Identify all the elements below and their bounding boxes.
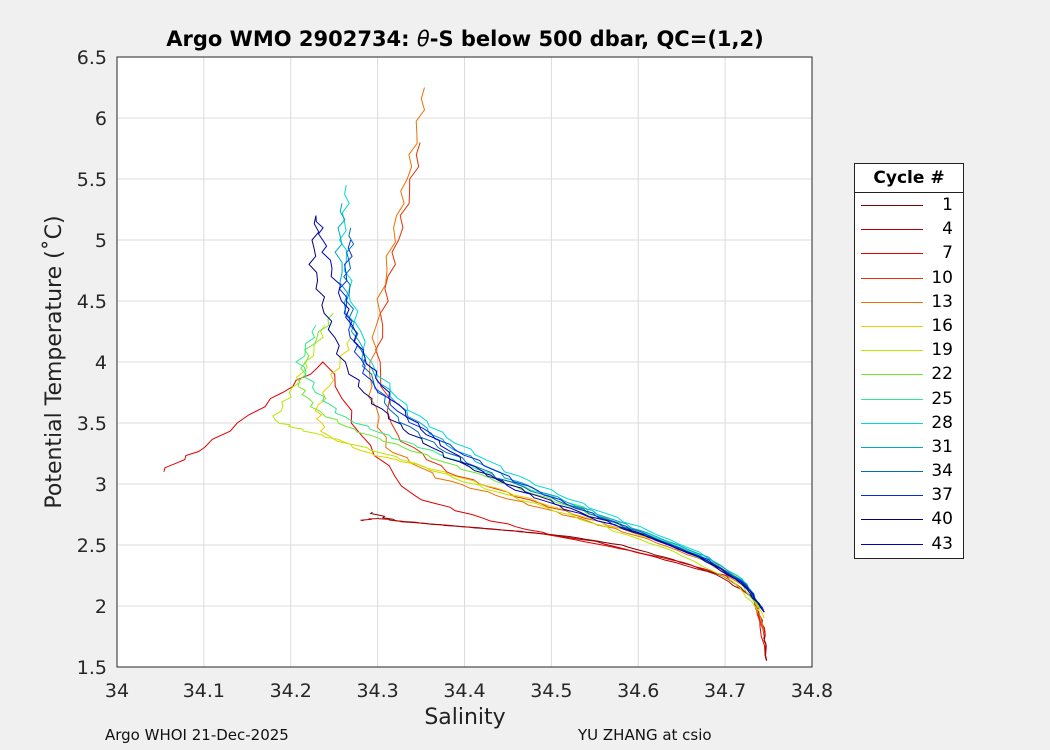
legend-label: 22 <box>931 364 953 385</box>
legend-swatch <box>861 325 923 327</box>
legend-swatch <box>861 350 923 352</box>
legend-item: 19 <box>855 338 963 362</box>
legend-label: 10 <box>931 267 953 288</box>
legend-item: 37 <box>855 483 963 507</box>
legend-label: 25 <box>931 388 953 409</box>
legend-item: 1 <box>855 193 963 217</box>
axes-frame <box>116 56 813 668</box>
legend-label: 4 <box>942 219 953 240</box>
legend-item: 10 <box>855 266 963 290</box>
series-line-cycle-25 <box>295 325 765 613</box>
series-line-cycle-37 <box>338 239 765 613</box>
legend-label: 13 <box>931 291 953 312</box>
legend-swatch <box>861 277 923 279</box>
legend-swatch <box>861 446 923 448</box>
y-tick-label: 5 <box>95 230 107 252</box>
x-tick-label: 34.7 <box>704 680 746 702</box>
series-line-cycle-31 <box>334 203 765 613</box>
legend-swatch <box>861 543 923 545</box>
y-tick-label: 6.5 <box>77 47 107 69</box>
series-group <box>163 87 768 662</box>
series-line-cycle-43 <box>315 215 765 613</box>
x-tick-label: 34.4 <box>443 680 485 702</box>
x-tick-label: 34 <box>105 680 129 702</box>
legend-item: 13 <box>855 290 963 314</box>
legend-item: 40 <box>855 507 963 531</box>
x-tick-label: 34.3 <box>356 680 398 702</box>
x-tick-label: 34.8 <box>791 680 833 702</box>
legend-item: 43 <box>855 532 963 556</box>
legend-swatch <box>861 205 923 206</box>
legend-label: 16 <box>931 315 953 336</box>
legend-item: 22 <box>855 362 963 386</box>
y-tick-label: 3.5 <box>77 413 107 435</box>
legend-label: 31 <box>931 436 953 457</box>
legend-item: 31 <box>855 435 963 459</box>
tick-labels: 34 34.1 34.2 34.3 34.4 34.5 34.6 34.7 34.81.522.… <box>77 47 833 702</box>
x-tick-label: 34.6 <box>617 680 659 702</box>
footer-left: Argo WHOI 21-Dec-2025 <box>105 726 289 744</box>
legend-swatch <box>861 495 923 497</box>
y-tick-label: 6 <box>95 108 107 130</box>
legend-label: 40 <box>931 509 953 530</box>
legend-label: 43 <box>931 533 953 554</box>
legend-item: 25 <box>855 387 963 411</box>
legend-rows: 1 4 7 10 13 16 19 22 25 28 31 34 37 40 43 <box>855 193 963 556</box>
y-tick-label: 1.5 <box>77 657 107 679</box>
legend-swatch <box>861 301 923 303</box>
series-line-cycle-7 <box>163 361 766 655</box>
legend-swatch <box>861 471 923 473</box>
y-tick-label: 4.5 <box>77 291 107 313</box>
legend-label: 34 <box>931 461 953 482</box>
y-tick-label: 4 <box>95 352 107 374</box>
legend-label: 19 <box>931 340 953 361</box>
x-tick-label: 34.2 <box>270 680 312 702</box>
legend-swatch <box>861 398 923 400</box>
series-line-cycle-19 <box>272 325 761 613</box>
y-tick-label: 2.5 <box>77 535 107 557</box>
y-tick-label: 2 <box>95 596 107 618</box>
legend-item: 34 <box>855 459 963 483</box>
legend-label: 37 <box>931 485 953 506</box>
chart-title: Argo WMO 2902734: θ-S below 500 dbar, QC… <box>166 27 763 51</box>
legend-swatch <box>861 229 923 231</box>
legend-item: 4 <box>855 217 963 241</box>
legend-label: 7 <box>942 243 953 264</box>
y-tick-label: 3 <box>95 474 107 496</box>
x-tick-label: 34.1 <box>183 680 225 702</box>
y-axis-label: Potential Temperature (˚C) <box>42 215 67 508</box>
y-tick-label: 5.5 <box>77 169 107 191</box>
legend: Cycle # 1 4 7 10 13 16 19 22 25 28 31 34 37 40 43 <box>854 163 964 559</box>
legend-item: 28 <box>855 411 963 435</box>
legend-label: 1 <box>942 195 953 215</box>
legend-swatch <box>861 519 923 521</box>
legend-swatch <box>861 374 923 376</box>
legend-swatch <box>861 422 923 424</box>
series-line-cycle-28 <box>338 185 765 613</box>
legend-item: 7 <box>855 241 963 265</box>
footer-right: YU ZHANG at csio <box>578 726 712 744</box>
legend-item: 16 <box>855 314 963 338</box>
legend-label: 28 <box>931 412 953 433</box>
legend-title: Cycle # <box>855 164 963 193</box>
x-axis-label: Salinity <box>424 705 505 730</box>
x-tick-label: 34.5 <box>530 680 572 702</box>
legend-swatch <box>861 253 923 255</box>
